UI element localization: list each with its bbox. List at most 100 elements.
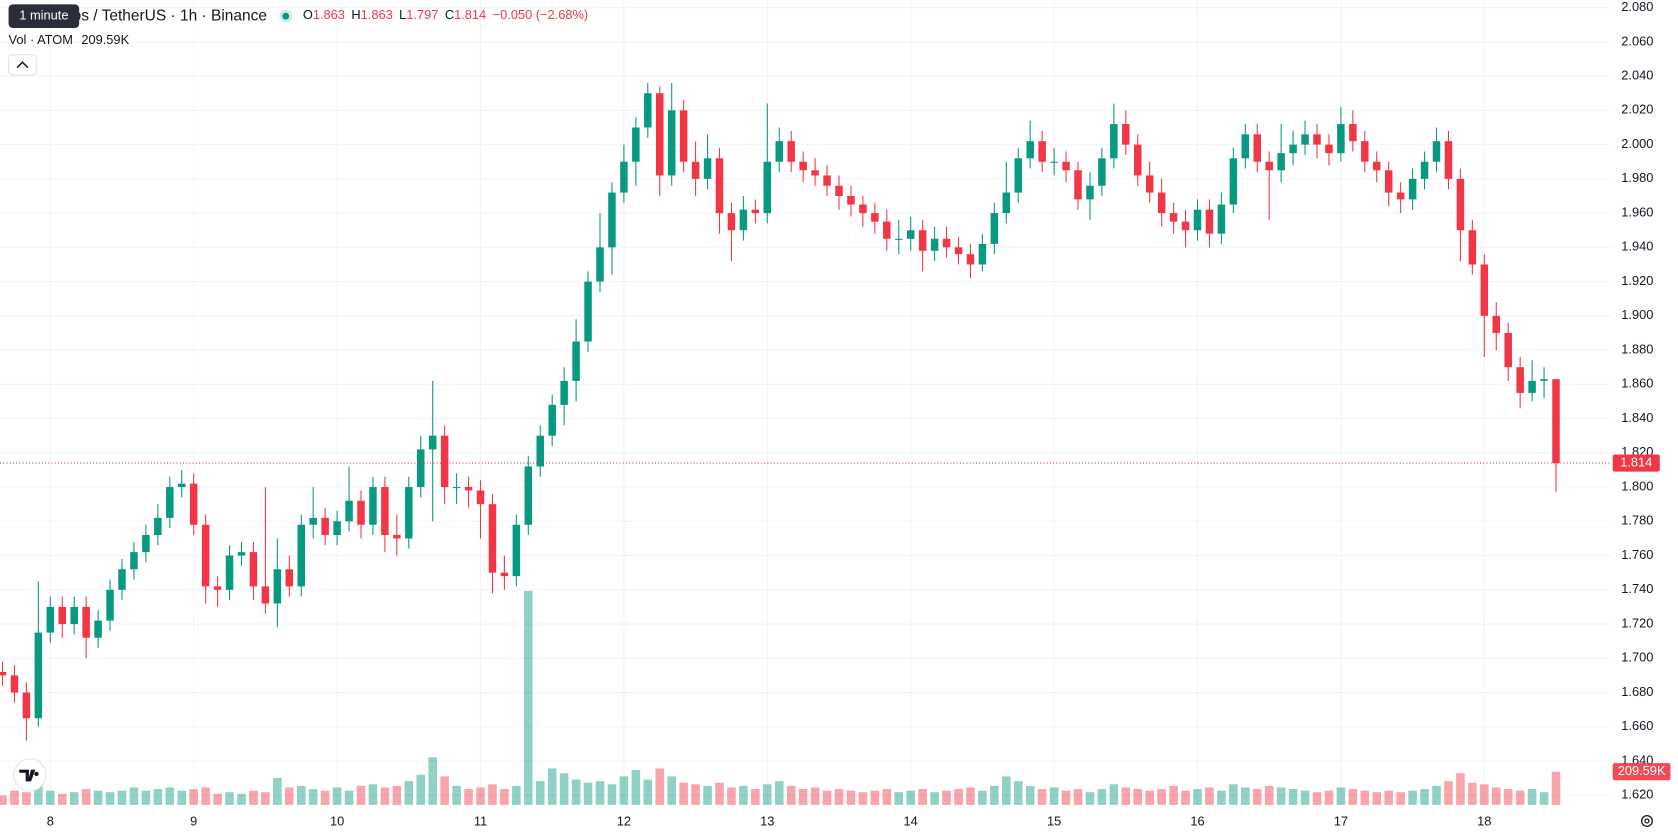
- candle-body: [703, 158, 712, 179]
- candle-body: [333, 521, 341, 536]
- volume-bar: [1300, 790, 1310, 805]
- candle-body: [1062, 161, 1070, 171]
- volume-bar: [1312, 792, 1322, 805]
- candle-body: [691, 161, 700, 179]
- volume-bar: [81, 789, 91, 805]
- candle-body: [918, 230, 927, 251]
- volume-bar: [882, 789, 892, 805]
- volume-bar: [296, 785, 306, 805]
- volume-bar: [1515, 790, 1525, 805]
- volume-bar: [69, 792, 79, 805]
- y-tick-label: 2.060: [1621, 33, 1653, 48]
- volume-bar: [1324, 790, 1334, 805]
- symbol-title: Cosmos / TetherUS · 1h · Binance: [32, 7, 267, 24]
- volume-bar: [1217, 790, 1226, 805]
- candle-body: [715, 158, 724, 214]
- candle-body: [500, 572, 509, 577]
- candle-body: [1074, 170, 1082, 200]
- candle-body: [632, 127, 640, 162]
- candle-body: [1050, 161, 1058, 163]
- volume-bar: [763, 784, 772, 805]
- candle-body: [906, 230, 915, 239]
- volume-bar: [273, 777, 282, 805]
- volume-bar: [368, 784, 378, 805]
- volume-bar: [1061, 790, 1071, 805]
- candle-body: [644, 93, 652, 128]
- candle-body: [871, 213, 879, 222]
- volume-bar: [404, 781, 414, 805]
- candle-body: [94, 620, 102, 638]
- volume-bar: [1288, 789, 1298, 805]
- candle-body: [560, 380, 568, 405]
- y-tick-label: 1.620: [1621, 787, 1653, 802]
- legend: Cosmos / TetherUS · 1h · Binance O1.863 H…: [8, 4, 589, 76]
- candle-body: [811, 170, 819, 176]
- volume-bar: [356, 785, 366, 805]
- candle-body: [393, 535, 401, 539]
- candle-body: [1456, 178, 1465, 231]
- candle-body: [1134, 144, 1142, 176]
- y-tick-label: 2.000: [1621, 136, 1653, 151]
- candle-body: [1468, 230, 1477, 265]
- volume-bar: [1468, 782, 1477, 805]
- volume-bar: [177, 790, 187, 805]
- candle-body: [679, 110, 688, 162]
- o-value: 1.863: [313, 8, 345, 23]
- volume-bar: [500, 789, 509, 805]
- candle-body: [1157, 192, 1166, 214]
- candle-body: [0, 671, 7, 676]
- candle-body: [966, 254, 975, 265]
- candle-body: [381, 487, 389, 536]
- candle-body: [1492, 315, 1500, 333]
- y-tick-label: 1.660: [1621, 718, 1653, 733]
- candle-body: [1229, 158, 1238, 205]
- candle-body: [1110, 124, 1118, 159]
- volume-bar: [631, 770, 641, 805]
- candle-body: [273, 569, 282, 604]
- x-tick-label: 12: [617, 813, 631, 828]
- candle-body: [1540, 379, 1548, 381]
- candle-body: [189, 483, 198, 525]
- volume-bar: [22, 792, 31, 805]
- candle-body: [405, 487, 413, 539]
- candle-body: [895, 238, 903, 240]
- settings-icon: [1644, 818, 1650, 824]
- y-tick-label: 1.780: [1621, 513, 1653, 528]
- logo: [19, 769, 39, 782]
- volume-bar: [810, 787, 820, 805]
- volume-bar: [285, 787, 294, 805]
- y-tick-label: 1.900: [1621, 307, 1653, 322]
- candle-body: [524, 466, 533, 525]
- volume-bar: [727, 787, 736, 805]
- volume-bar: [153, 789, 163, 805]
- volume-bar: [918, 789, 927, 805]
- volume-bar: [1396, 792, 1405, 805]
- c-value: 1.814: [454, 8, 486, 23]
- candle-body: [596, 247, 604, 282]
- candle-body: [178, 483, 186, 488]
- volume-bar: [34, 784, 43, 805]
- volume-bar: [786, 785, 796, 805]
- volume-bar: [261, 792, 270, 805]
- volume-bar: [117, 790, 127, 805]
- candle-body: [1289, 144, 1297, 154]
- change: −0.050 (−2.68%): [493, 8, 589, 23]
- candle-body: [942, 238, 951, 248]
- volume-bar: [1121, 787, 1131, 805]
- candle-body: [130, 552, 138, 570]
- settings-button[interactable]: [1640, 814, 1653, 827]
- x-tick-label: 11: [474, 813, 487, 828]
- candle-body: [847, 195, 855, 205]
- volume-bar: [1503, 789, 1513, 805]
- candle-body: [1384, 170, 1393, 193]
- collapse-button[interactable]: [8, 54, 37, 76]
- volume-bar: [1527, 789, 1537, 805]
- candle-body: [225, 555, 234, 590]
- candle-body: [751, 209, 760, 214]
- volume-bar: [416, 774, 426, 805]
- y-tick-label: 1.680: [1621, 684, 1653, 699]
- candle-body: [321, 517, 329, 536]
- volume-bar: [524, 590, 533, 805]
- candle-body: [345, 500, 353, 522]
- candle-body: [739, 209, 748, 231]
